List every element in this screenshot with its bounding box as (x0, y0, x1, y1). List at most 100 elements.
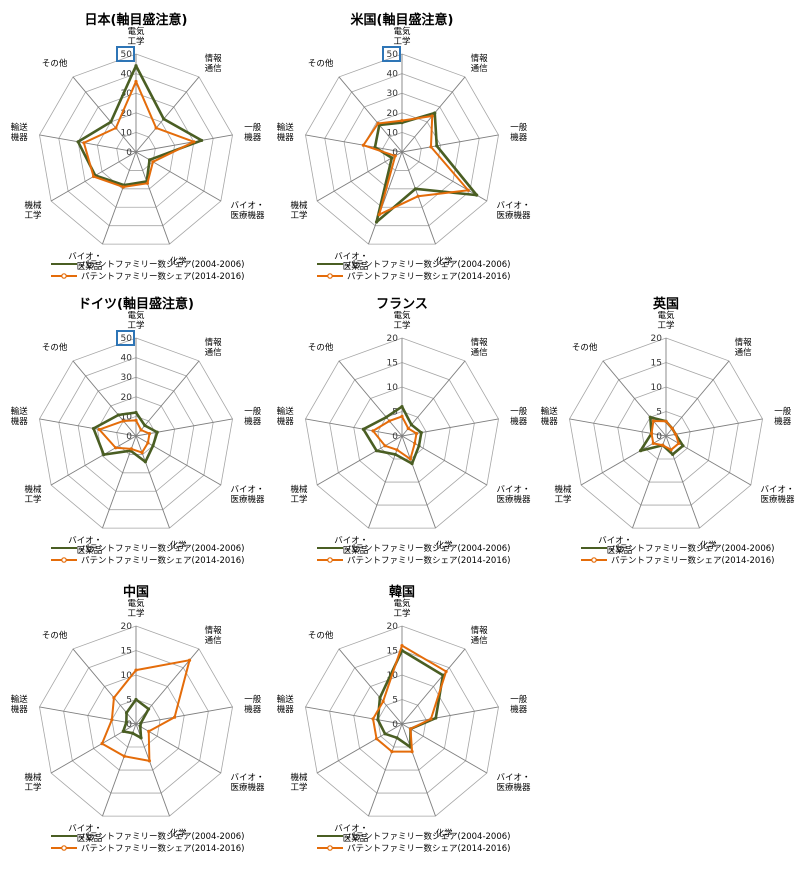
axis-spoke (338, 360, 403, 437)
axis-spoke (135, 360, 200, 437)
axis-spoke (102, 151, 137, 245)
axis-label: その他 (42, 58, 68, 69)
axis-spoke (305, 418, 403, 437)
axis-label: 一般 (510, 122, 528, 133)
series-point-2 (192, 140, 196, 144)
tick-label: 30 (387, 89, 399, 99)
series-point-2 (114, 126, 118, 130)
grid-ring (343, 92, 461, 208)
series-point-2 (140, 450, 144, 455)
legend-label-2: パテントファミリー数シェア(2014-2016) (347, 843, 510, 854)
axis-spoke (305, 134, 403, 153)
axis-label: 化学 (700, 540, 718, 551)
axis-label: 一般 (774, 406, 792, 417)
series-point-1 (116, 413, 120, 417)
series-point-1 (638, 449, 643, 453)
axis-label: 医薬品 (607, 545, 633, 556)
grid-ring (329, 650, 475, 794)
tick-label: 30 (121, 373, 133, 383)
axis-label: 一般 (244, 406, 262, 417)
axis-spoke (135, 435, 170, 529)
series-point-2 (173, 715, 177, 719)
axis-label: 電気 (393, 310, 411, 321)
axis-label: 医療機器 (496, 782, 531, 793)
series-point-2 (187, 658, 192, 662)
axis-label: 医薬品 (343, 545, 369, 556)
series-point-2 (371, 717, 375, 721)
axis-label: 医薬品 (343, 261, 369, 272)
series-point-1 (146, 707, 151, 711)
axis-label: バイオ・ (334, 824, 368, 834)
axis-label: 化学 (170, 828, 188, 839)
series-point-1 (91, 426, 96, 431)
radar-chart-0: 日本(軸目盛注意)01020304050電気工学情報通信一般機器バイオ・医療機器… (11, 12, 265, 282)
series-point-2 (430, 114, 434, 118)
axis-label: 工学 (127, 320, 145, 331)
axis-label: 機器 (11, 132, 29, 143)
axis-label: 機器 (541, 416, 559, 427)
series-point-2 (387, 419, 392, 423)
axis-label: 情報 (471, 625, 489, 636)
axis-spoke (135, 134, 233, 153)
tick-label: 5 (126, 696, 132, 706)
series-point-2 (381, 699, 385, 704)
axis-label: 工学 (127, 36, 145, 47)
series-point-2 (429, 717, 433, 721)
grid-ring (77, 92, 195, 208)
series-point-1 (361, 427, 365, 431)
grid-ring (569, 337, 763, 529)
series-point-2 (82, 141, 86, 145)
axis-label: バイオ・ (496, 485, 530, 495)
axis-label: 輸送 (541, 406, 559, 417)
axis-label: 情報 (205, 337, 223, 348)
tick-label: 0 (656, 432, 662, 442)
axis-spoke (632, 435, 667, 529)
grid-ring (377, 699, 427, 748)
series-point-2 (121, 419, 126, 423)
axis-label: 化学 (170, 540, 188, 551)
axis-label: 化学 (436, 828, 454, 839)
series-point-1 (109, 120, 113, 124)
axis-spoke (39, 418, 137, 437)
axis-label: 機械 (555, 484, 573, 495)
axis-spoke (401, 723, 436, 817)
radar-chart-1: 米国(軸目盛注意)01020304050電気工学情報通信一般機器バイオ・医療機器… (277, 12, 531, 282)
axis-label: 機器 (244, 704, 262, 715)
axis-label: その他 (572, 342, 598, 353)
tick-label: 10 (387, 383, 399, 393)
axis-label: 化学 (436, 256, 454, 267)
axis-label: バイオ・ (68, 824, 102, 834)
axis-spoke (401, 151, 488, 202)
axis-spoke (401, 435, 488, 486)
axis-label: 一般 (244, 122, 262, 133)
axis-spoke (401, 151, 436, 245)
tick-label: 10 (121, 128, 133, 138)
axis-label: バイオ・ (230, 485, 264, 495)
axis-label: バイオ・ (230, 773, 264, 783)
axis-label: 工学 (555, 494, 573, 505)
tick-highlight-box (116, 46, 135, 62)
axis-label: 医療機器 (496, 494, 531, 505)
axis-spoke (580, 435, 667, 486)
series-point-2 (410, 750, 414, 754)
axis-spoke (368, 151, 403, 245)
series-line-2 (650, 419, 680, 451)
tick-label: 0 (392, 148, 398, 158)
series-point-2 (390, 750, 394, 754)
radar-chart-6: 韓国05101520電気工学情報通信一般機器バイオ・医療機器化学バイオ・医薬品機… (277, 584, 531, 854)
series-point-2 (429, 145, 433, 149)
tick-label: 20 (387, 622, 399, 632)
axis-label: 医薬品 (77, 261, 103, 272)
axis-label: バイオ・ (68, 536, 102, 546)
tick-label: 50 (121, 334, 133, 344)
axis-spoke (401, 723, 488, 774)
axis-spoke (338, 76, 403, 153)
series-point-1 (383, 732, 387, 736)
axis-spoke (569, 418, 667, 437)
series-point-2 (146, 441, 150, 445)
axis-spoke (72, 360, 137, 437)
axis-label: 医薬品 (77, 545, 103, 556)
axis-label: 医療機器 (230, 210, 265, 221)
axis-label: 工学 (25, 782, 43, 793)
series-point-1 (390, 156, 394, 160)
